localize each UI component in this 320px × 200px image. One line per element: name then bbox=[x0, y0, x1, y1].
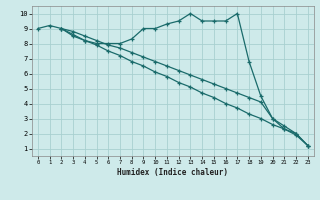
X-axis label: Humidex (Indice chaleur): Humidex (Indice chaleur) bbox=[117, 168, 228, 177]
